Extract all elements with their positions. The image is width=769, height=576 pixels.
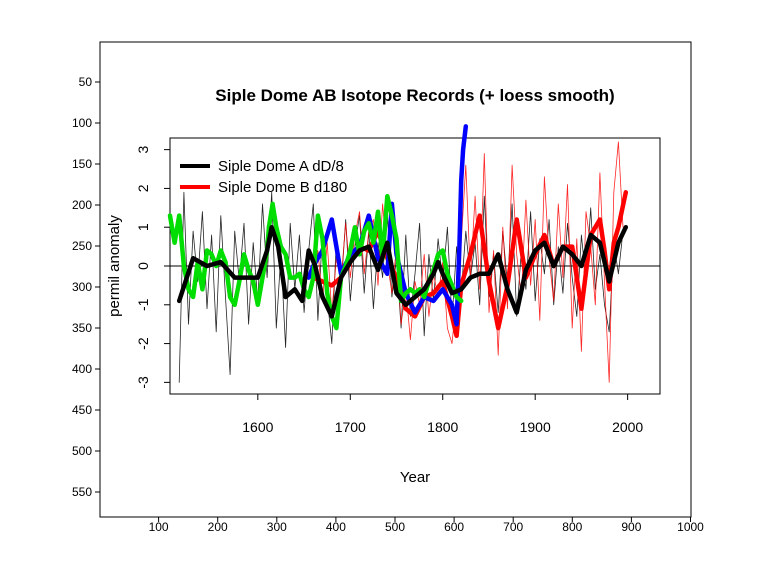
- outer-y-tick-label: 250: [72, 239, 92, 253]
- siple-dome-a-dd-8-smooth-line: [176, 224, 629, 319]
- inner-x-tick-label: 1700: [335, 419, 366, 435]
- inner-y-tick-label: 3: [135, 145, 151, 153]
- outer-y-tick-label: 150: [72, 157, 92, 171]
- y-axis-label: permil anomaly: [106, 215, 123, 317]
- outer-x-tick-label: 100: [149, 520, 169, 534]
- outer-x-tick-label: 800: [562, 520, 582, 534]
- outer-y-tick-label: 450: [72, 403, 92, 417]
- series-3-smooth-line: [167, 193, 464, 331]
- inner-x-axis: 1600 1700 1800 1900 2000: [242, 394, 643, 435]
- inner-y-tick-label: 1: [135, 223, 151, 231]
- outer-x-tick-label: 1000: [677, 520, 704, 534]
- inner-x-tick-label: 1600: [242, 419, 273, 435]
- inner-x-tick-label: 1800: [427, 419, 458, 435]
- legend-label-a: Siple Dome A dD/8: [218, 158, 344, 175]
- outer-y-tick-label: 400: [72, 362, 92, 376]
- outer-y-axis: 50 100 150 200 250 300 350 400 450 500 550: [72, 75, 100, 499]
- chart-title: Siple Dome AB Isotope Records (+ loess s…: [215, 86, 614, 105]
- outer-x-tick-label: 400: [326, 520, 346, 534]
- legend-label-b: Siple Dome B d180: [218, 179, 347, 196]
- outer-y-tick-label: 100: [72, 116, 92, 130]
- inner-y-axis: -3 -2 -1 0 1 2 3: [135, 145, 170, 389]
- outer-y-tick-label: 200: [72, 198, 92, 212]
- outer-x-tick-label: 300: [267, 520, 287, 534]
- inner-y-tick-label: 2: [135, 184, 151, 192]
- inner-y-tick-label: -3: [135, 376, 151, 389]
- series-5-raw-line: [312, 141, 624, 383]
- outer-x-tick-label: 900: [621, 520, 641, 534]
- inner-y-tick-label: -1: [135, 298, 151, 311]
- outer-y-tick-label: 50: [79, 75, 93, 89]
- inner-y-tick-label: -2: [135, 337, 151, 350]
- outer-x-tick-label: 200: [208, 520, 228, 534]
- outer-y-tick-label: 350: [72, 321, 92, 335]
- inner-y-tick-label: 0: [135, 262, 151, 270]
- outer-y-tick-label: 550: [72, 485, 92, 499]
- outer-y-tick-label: 500: [72, 444, 92, 458]
- series-layer: [167, 124, 629, 383]
- series-4-raw-line: [178, 191, 624, 383]
- inner-x-tick-label: 2000: [612, 419, 643, 435]
- outer-x-tick-label: 500: [385, 520, 405, 534]
- outer-x-tick-label: 700: [503, 520, 523, 534]
- x-axis-label: Year: [400, 469, 430, 486]
- outer-y-tick-label: 300: [72, 280, 92, 294]
- inner-x-tick-label: 1900: [520, 419, 551, 435]
- legend: Siple Dome A dD/8 Siple Dome B d180: [180, 158, 347, 196]
- outer-x-tick-label: 600: [444, 520, 464, 534]
- outer-x-axis: 100 200 300 400 500 600 700 800 900 1000: [149, 517, 704, 534]
